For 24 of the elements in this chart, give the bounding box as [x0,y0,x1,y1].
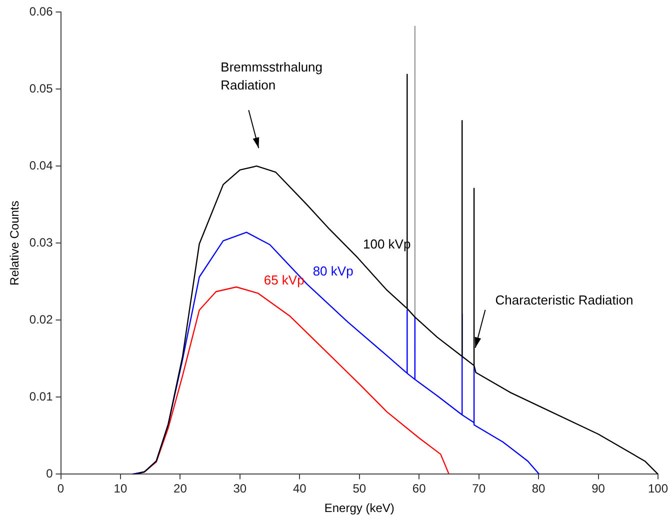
x-tick-label: 0 [57,482,64,496]
x-tick-label: 30 [233,482,247,496]
x-tick-label: 70 [472,482,486,496]
series-label: 65 kVp [264,272,304,288]
x-tick-label: 60 [412,482,426,496]
y-tick-label: 0.06 [29,4,54,18]
annotation: Characteristic Radiation [495,292,634,308]
x-tick-label: 40 [292,482,307,496]
annotation: Bremmsstrhalung Radiation [220,60,323,93]
y-tick-label: 0.05 [29,81,54,96]
x-axis-title: Energy (keV) [324,501,394,516]
x-tick-label: 20 [174,482,188,496]
y-tick-label: 0 [46,466,54,481]
y-tick-label: 0.01 [29,389,54,404]
y-tick-label: 0.02 [29,312,54,326]
series-label: 80 kVp [312,264,354,279]
x-tick-label: 10 [114,482,128,496]
y-tick-label: 0.04 [29,158,54,172]
x-tick-label: 50 [352,482,366,496]
x-tick-label: 90 [592,482,606,496]
x-tick-label: 100 [648,482,668,496]
y-axis-title: Relative Counts [8,200,22,286]
x-tick-label: 80 [532,482,546,496]
y-tick-label: 0.03 [29,235,54,250]
